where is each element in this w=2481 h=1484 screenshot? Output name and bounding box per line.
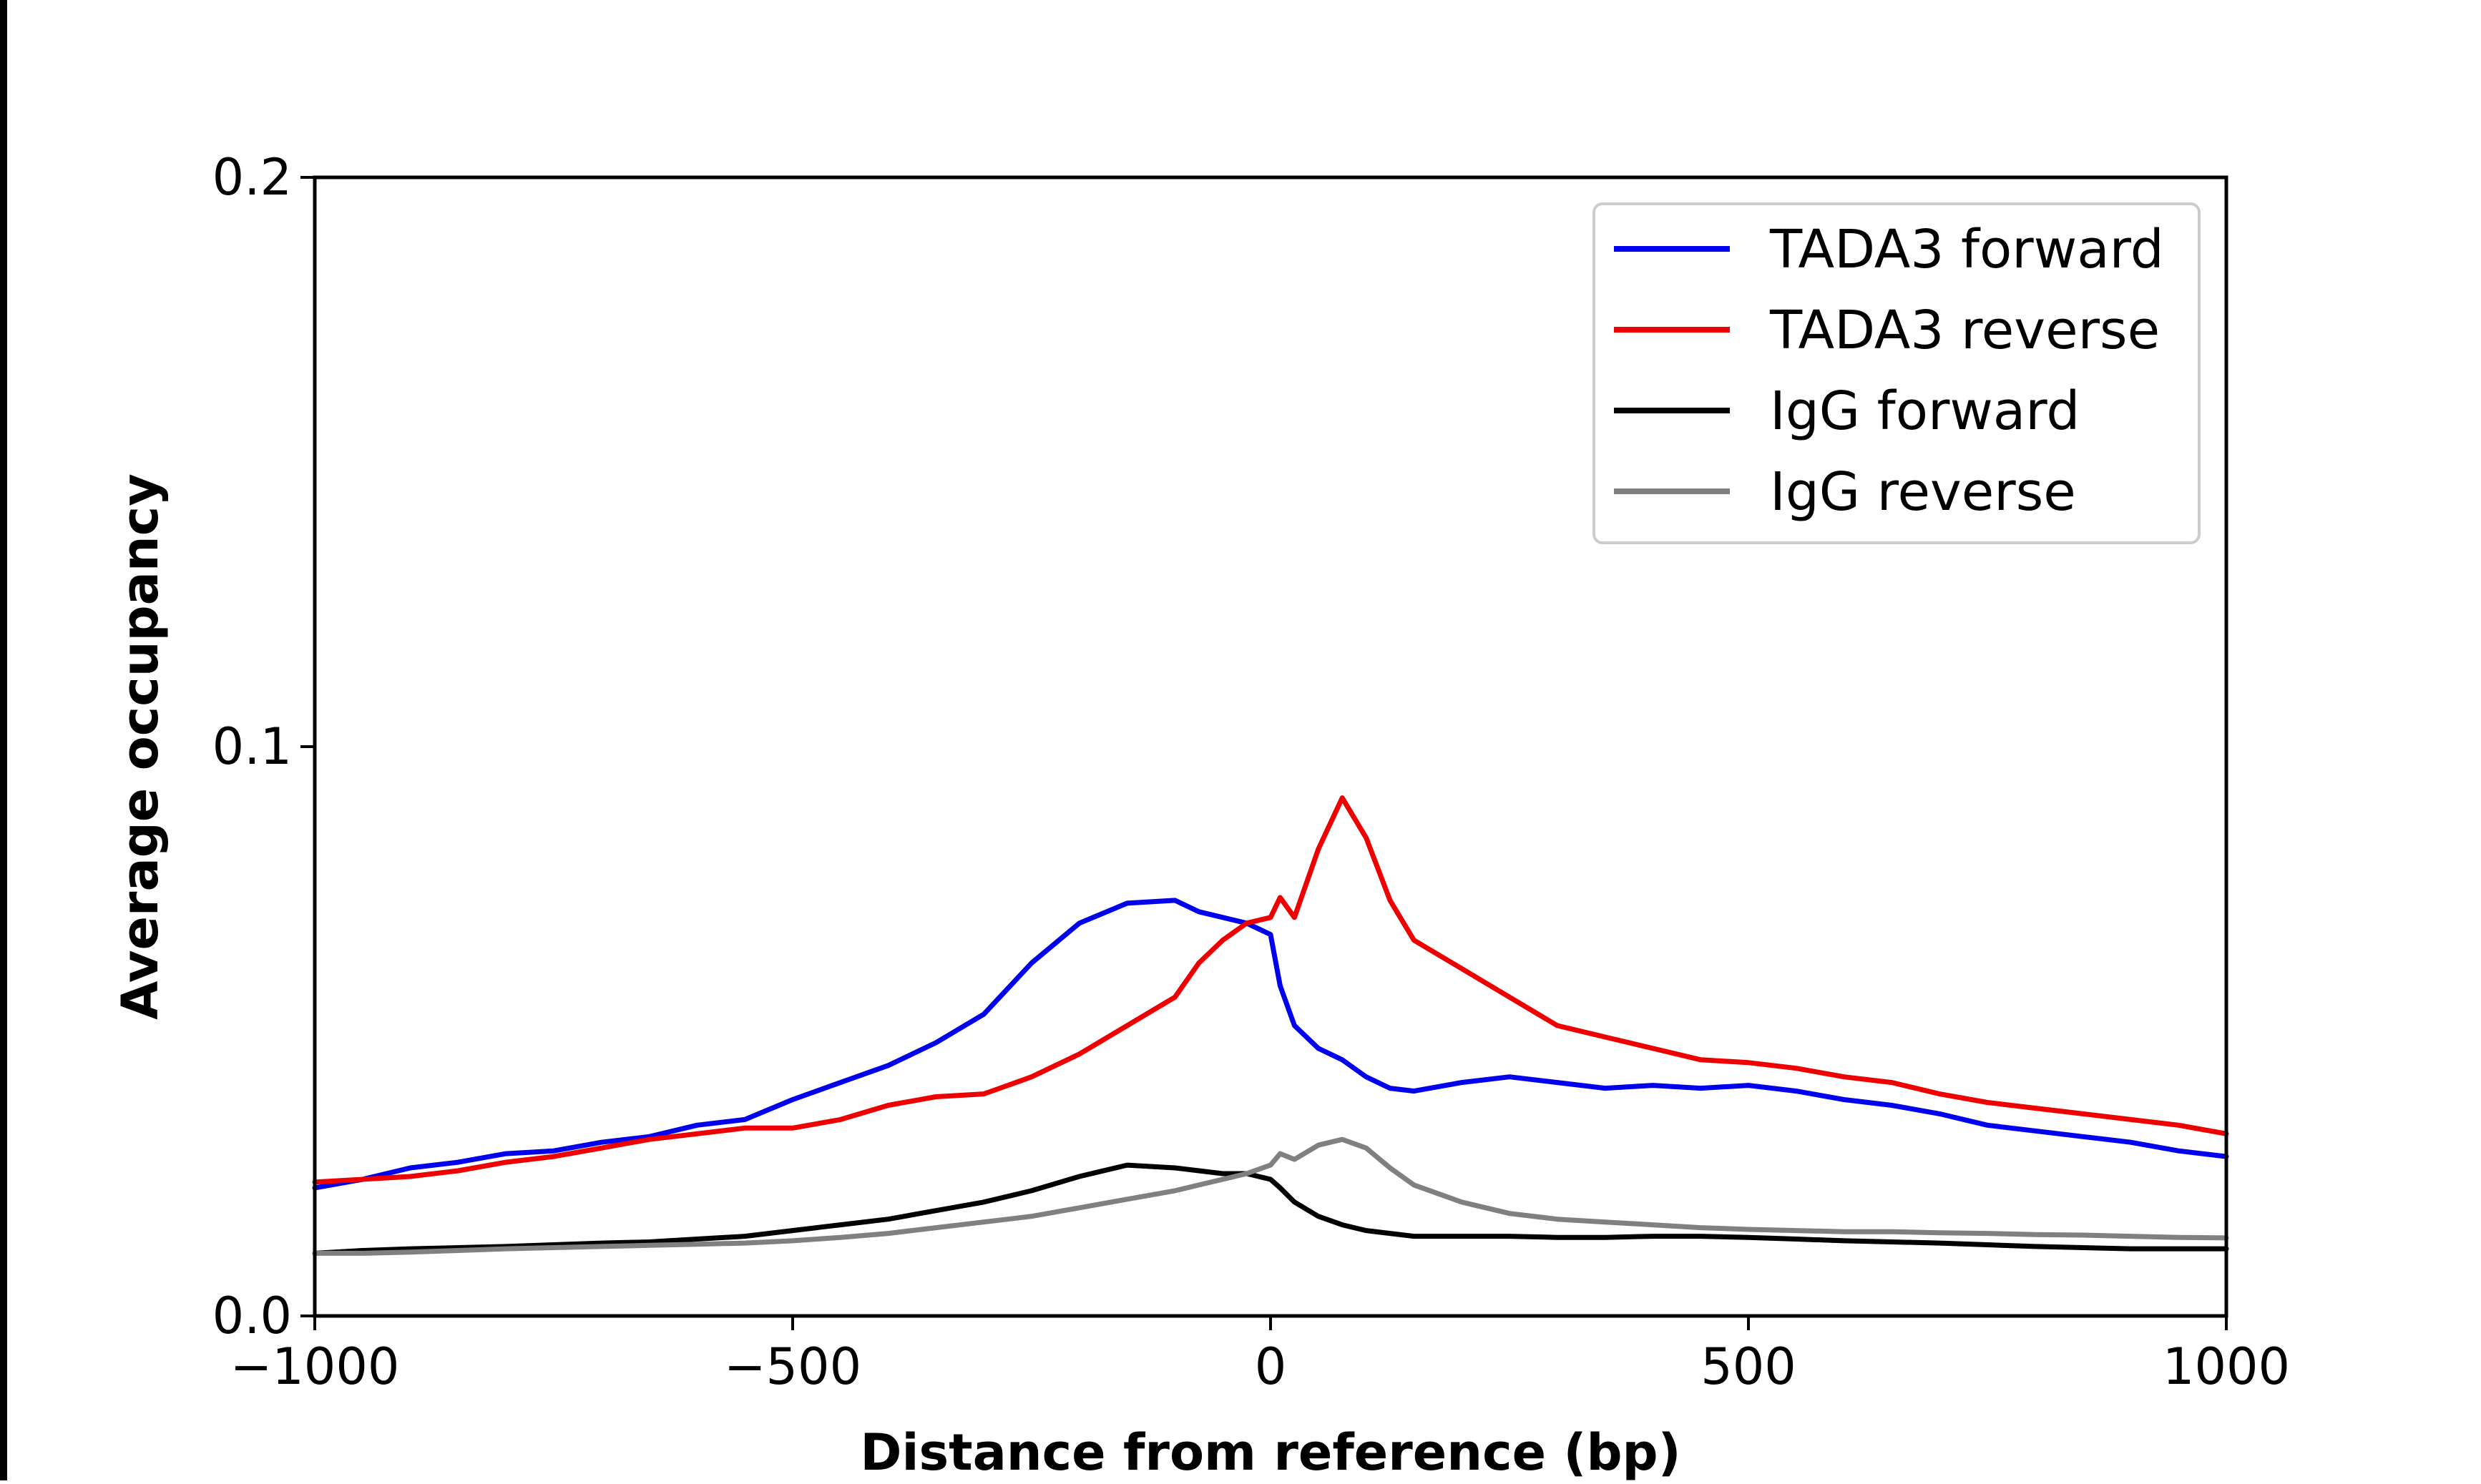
y-tick-label: 0.1 xyxy=(212,717,292,776)
y-tick-label: 0.0 xyxy=(212,1287,292,1345)
x-tick-label: 0 xyxy=(1255,1337,1287,1396)
legend-label-3: IgG forward xyxy=(1770,380,2080,442)
x-tick-label: −1000 xyxy=(230,1337,400,1396)
ticks-layer: −1000 −500 0 500 1000 0.0 0.1 0.2 xyxy=(212,148,2290,1396)
x-axis-title: Distance from reference (bp) xyxy=(860,1423,1680,1480)
series-line-1 xyxy=(312,898,2229,1191)
legend-label-1: TADA3 forward xyxy=(1769,219,2164,280)
x-tick-label: 1000 xyxy=(2163,1337,2290,1396)
series-layer xyxy=(312,795,2229,1256)
series-line-4 xyxy=(312,1136,2229,1256)
legend-label-2: TADA3 reverse xyxy=(1769,300,2160,361)
series-line-3 xyxy=(312,1162,2229,1256)
x-tick-label: −500 xyxy=(724,1337,861,1396)
y-tick-label: 0.2 xyxy=(212,148,292,207)
legend-label-4: IgG reverse xyxy=(1770,461,2076,523)
x-tick-label: 500 xyxy=(1701,1337,1796,1396)
left-border xyxy=(0,0,7,1480)
legend: TADA3 forward TADA3 reverse IgG forward IgG… xyxy=(1592,202,2201,544)
y-axis-title: Average occupancy xyxy=(111,473,170,1020)
series-line-2 xyxy=(312,795,2229,1185)
legend-box xyxy=(1592,202,2201,544)
